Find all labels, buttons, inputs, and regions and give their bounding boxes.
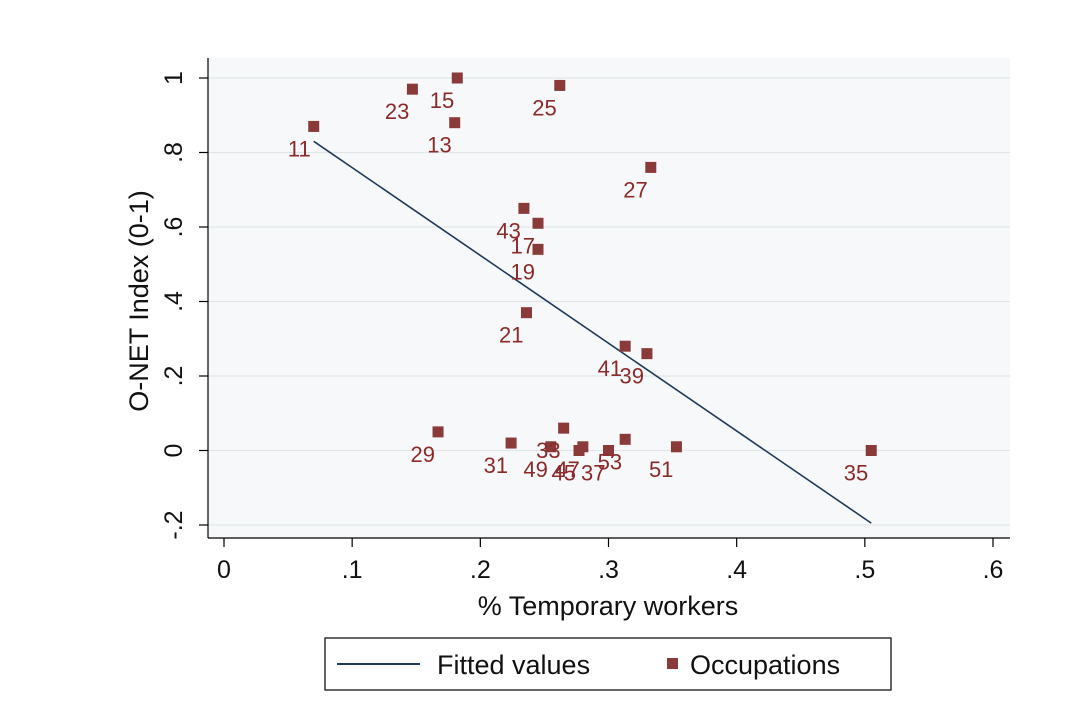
occupation-label-27: 27 xyxy=(623,177,647,202)
axes: -.2 0 .2 .4 .6 .8 1 0 .1 .2 .3 .4 .5 .6 xyxy=(160,58,1010,584)
occupation-label-49: 49 xyxy=(523,457,547,482)
y-tick-label: .8 xyxy=(160,142,188,163)
x-tick-label: .6 xyxy=(983,556,1004,584)
occupation-label-53: 53 xyxy=(598,449,622,474)
legend: Fitted values Occupations xyxy=(324,637,892,691)
occupation-label-47: 47 xyxy=(555,457,579,482)
occupation-point-17 xyxy=(532,217,544,229)
occupation-point-31 xyxy=(505,437,517,449)
legend-marker-swatch xyxy=(667,658,678,669)
occupation-label-11: 11 xyxy=(288,136,311,161)
occupation-label-43: 43 xyxy=(496,218,520,243)
x-tick-label: .2 xyxy=(470,556,491,584)
occupation-point-39 xyxy=(641,348,653,360)
occupation-label-25: 25 xyxy=(532,95,556,120)
fitted-values-line xyxy=(313,140,872,524)
occupation-point-47 xyxy=(577,441,589,453)
occupation-label-31: 31 xyxy=(484,453,508,478)
plot-area xyxy=(208,58,1010,538)
occupation-points xyxy=(308,72,877,456)
occupation-point-21 xyxy=(520,307,532,319)
occupation-label-19: 19 xyxy=(511,259,535,284)
x-tick-label: 0 xyxy=(217,556,231,584)
occupation-point-37 xyxy=(603,445,614,456)
y-tick-label: 0 xyxy=(160,444,188,458)
occupation-label-51: 51 xyxy=(649,457,673,482)
x-tick-label: .4 xyxy=(726,556,747,584)
y-tick-label: -.2 xyxy=(160,510,188,539)
occupation-point-51 xyxy=(670,441,682,453)
occupation-label-23: 23 xyxy=(385,99,409,124)
occupation-point-23 xyxy=(406,83,418,95)
occupation-point-25 xyxy=(554,79,566,91)
occupation-label-13: 13 xyxy=(427,133,451,158)
y-tick-label: .2 xyxy=(160,366,188,387)
x-tick-label: .5 xyxy=(854,556,875,584)
grid-lines xyxy=(208,77,1010,526)
occupation-label-15: 15 xyxy=(430,88,454,113)
occupation-label-17: 17 xyxy=(511,233,535,258)
x-tick-label: .1 xyxy=(342,556,363,584)
y-tick-label: .6 xyxy=(160,217,188,238)
occupation-point-27 xyxy=(645,161,657,173)
occupation-point-33 xyxy=(558,422,570,434)
occupation-point-29 xyxy=(432,426,444,438)
occupation-point-13 xyxy=(449,117,461,129)
occupation-label-45: 45 xyxy=(552,461,576,486)
occupation-label-21: 21 xyxy=(499,323,523,348)
occupation-point-15 xyxy=(451,72,463,84)
fitted-line xyxy=(313,140,872,524)
y-axis-title: O-NET Index (0-1) xyxy=(124,190,154,412)
y-tick-label: .4 xyxy=(160,291,188,312)
occupation-label-39: 39 xyxy=(619,364,643,389)
occupation-label-29: 29 xyxy=(411,442,435,467)
legend-label-occupations: Occupations xyxy=(690,650,840,680)
occupation-point-19 xyxy=(532,243,544,255)
occupation-point-11 xyxy=(308,120,320,132)
x-tick-label: .3 xyxy=(598,556,619,584)
occupation-point-49 xyxy=(545,441,557,453)
occupation-label-35: 35 xyxy=(844,461,868,486)
y-tick-label: 1 xyxy=(160,71,188,85)
occupation-label-33: 33 xyxy=(536,438,560,463)
occupation-point-53 xyxy=(619,433,631,445)
legend-label-fitted-values: Fitted values xyxy=(437,650,590,680)
occupation-point-43 xyxy=(518,202,530,214)
occupation-point-41 xyxy=(619,340,631,352)
occupation-point-35 xyxy=(865,445,877,456)
occupation-label-37: 37 xyxy=(581,461,605,486)
x-axis-title: % Temporary workers xyxy=(478,591,739,621)
occupation-label-41: 41 xyxy=(598,356,622,381)
